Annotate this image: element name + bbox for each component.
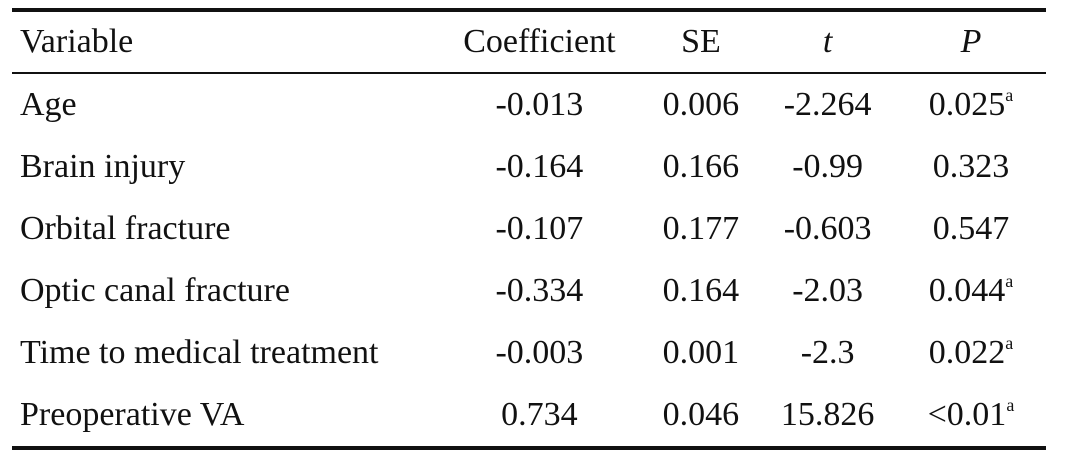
table-row: Preoperative VA 0.734 0.046 15.826 <0.01… <box>12 384 1046 448</box>
cell-variable: Brain injury <box>20 148 186 185</box>
cell-variable: Time to medical treatment <box>20 334 379 371</box>
table-row: Age -0.013 0.006 -2.264 0.025a <box>12 73 1046 136</box>
cell-variable: Orbital fracture <box>20 210 231 247</box>
cell-coefficient: 0.734 <box>501 396 578 433</box>
cell-t: -2.264 <box>783 86 872 123</box>
cell-t: -2.3 <box>800 334 855 371</box>
cell-t: -0.99 <box>792 148 864 185</box>
header-row: Variable Coefficient SE t P <box>12 10 1046 73</box>
cell-variable: Preoperative VA <box>20 396 245 433</box>
p-value: 0.022 <box>928 334 1006 371</box>
cell-t: -2.03 <box>792 272 864 309</box>
significance-marker: a <box>1005 271 1014 291</box>
cell-coefficient: -0.003 <box>495 334 584 371</box>
cell-coefficient: -0.013 <box>495 86 584 123</box>
cell-se: 0.177 <box>662 210 740 247</box>
cell-se: 0.164 <box>662 272 740 309</box>
significance-marker: a <box>1006 395 1015 415</box>
cell-p: 0.044a <box>896 260 1046 322</box>
cell-se: 0.006 <box>662 86 740 123</box>
header-variable: Variable <box>20 23 134 60</box>
significance-marker: a <box>1005 85 1014 105</box>
cell-se: 0.166 <box>662 148 740 185</box>
cell-coefficient: -0.164 <box>495 148 584 185</box>
cell-p: 0.547 <box>896 198 1046 260</box>
p-value: 0.547 <box>932 210 1010 247</box>
table-row: Time to medical treatment -0.003 0.001 -… <box>12 322 1046 384</box>
cell-se: 0.046 <box>662 396 740 433</box>
significance-marker: a <box>1005 333 1014 353</box>
cell-variable: Optic canal fracture <box>20 272 290 309</box>
p-value: 0.025 <box>928 86 1006 123</box>
header-p: P <box>960 23 982 60</box>
table-body: Age -0.013 0.006 -2.264 0.025a Brain inj… <box>12 73 1046 448</box>
table-header: Variable Coefficient SE t P <box>12 10 1046 73</box>
regression-table-container: Variable Coefficient SE t P Age -0.013 0… <box>12 8 1046 450</box>
cell-coefficient: -0.107 <box>495 210 584 247</box>
cell-p: <0.01a <box>896 384 1046 448</box>
header-coefficient: Coefficient <box>463 23 616 60</box>
cell-p: 0.323 <box>896 136 1046 198</box>
table-row: Brain injury -0.164 0.166 -0.99 0.323 <box>12 136 1046 198</box>
p-value: 0.044 <box>928 272 1006 309</box>
header-t: t <box>822 23 833 60</box>
cell-p: 0.022a <box>896 322 1046 384</box>
cell-se: 0.001 <box>662 334 740 371</box>
regression-table: Variable Coefficient SE t P Age -0.013 0… <box>12 8 1046 450</box>
table-row: Orbital fracture -0.107 0.177 -0.603 0.5… <box>12 198 1046 260</box>
cell-coefficient: -0.334 <box>495 272 584 309</box>
cell-t: -0.603 <box>783 210 872 247</box>
header-se: SE <box>681 23 721 60</box>
p-value: 0.323 <box>932 148 1010 185</box>
cell-variable: Age <box>20 86 77 123</box>
p-value: <0.01 <box>927 396 1007 433</box>
cell-t: 15.826 <box>780 396 875 433</box>
table-row: Optic canal fracture -0.334 0.164 -2.03 … <box>12 260 1046 322</box>
cell-p: 0.025a <box>896 73 1046 136</box>
